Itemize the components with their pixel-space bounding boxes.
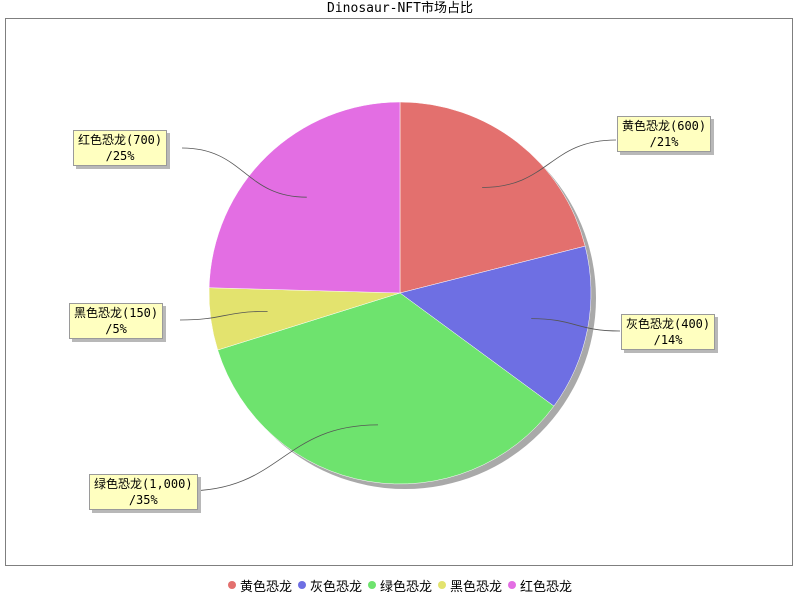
legend-item: 绿色恐龙 xyxy=(367,576,432,595)
legend-swatch xyxy=(297,581,306,589)
legend-label: 红色恐龙 xyxy=(520,579,573,595)
legend-swatch xyxy=(508,581,517,589)
legend-item: 黄色恐龙 xyxy=(227,576,292,595)
leader-line xyxy=(185,424,378,492)
slice-label: 灰色恐龙(400) /14% xyxy=(621,314,716,350)
chart-title: Dinosaur-NFT市场占比 xyxy=(327,1,473,16)
pie-slice xyxy=(399,245,592,407)
legend-label: 黑色恐龙 xyxy=(450,579,503,595)
legend-item: 灰色恐龙 xyxy=(297,576,362,595)
legend-swatch xyxy=(367,581,376,589)
leader-line xyxy=(181,147,307,198)
pie-slice xyxy=(399,101,586,294)
legend-swatch xyxy=(227,581,236,589)
leader-line xyxy=(531,318,621,332)
slice-label: 红色恐龙(700) /25% xyxy=(73,130,168,166)
legend-label: 黄色恐龙 xyxy=(239,579,292,595)
slice-label: 黄色恐龙(600) /21% xyxy=(617,116,712,152)
legend-item: 红色恐龙 xyxy=(508,576,572,595)
legend-swatch xyxy=(438,581,446,589)
legend-label: 灰色恐龙 xyxy=(309,579,362,595)
legend: 黄色恐龙 灰色恐龙 绿色恐龙 黑色恐龙 红色恐龙 xyxy=(0,574,800,596)
slice-label: 黑色恐龙(150) /5% xyxy=(69,303,164,339)
leader-line xyxy=(179,310,268,321)
slice-label: 绿色恐龙(1,000) /35% xyxy=(89,474,198,510)
legend-label: 绿色恐龙 xyxy=(379,579,432,595)
pie-slice xyxy=(217,292,555,485)
legend-item: 黑色恐龙 xyxy=(438,576,502,595)
leader-line xyxy=(482,139,617,188)
